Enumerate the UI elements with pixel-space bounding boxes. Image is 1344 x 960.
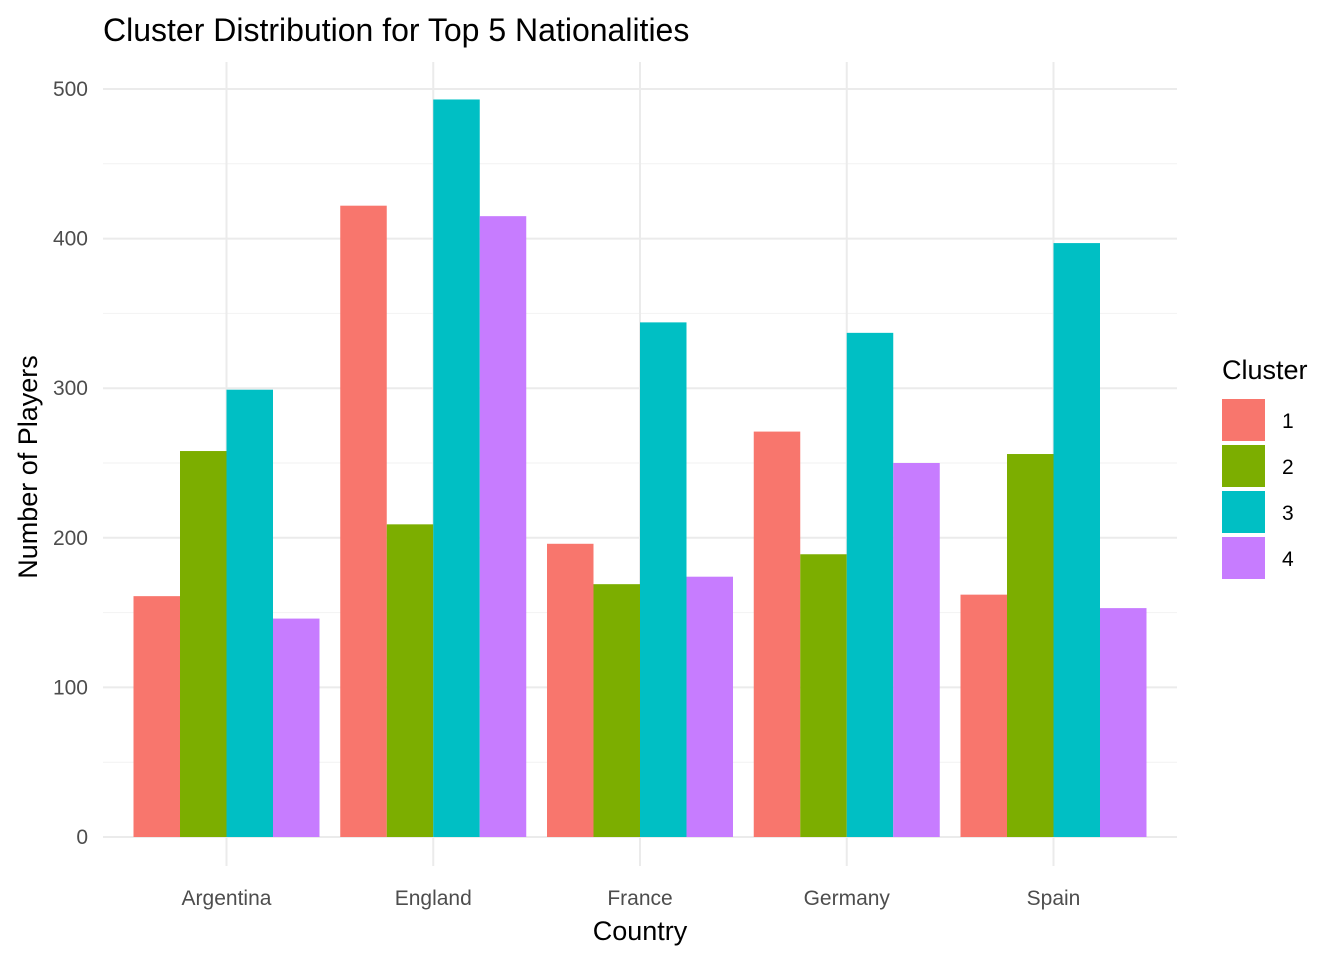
bar-germany-cluster-2 [800, 554, 847, 837]
bar-england-cluster-4 [479, 216, 527, 837]
legend-key-2 [1222, 445, 1265, 487]
legend-label-2: 2 [1282, 456, 1294, 479]
legend-label-4: 4 [1282, 548, 1294, 571]
legend: Cluster 1 2 3 4 [1222, 355, 1308, 579]
legend-key-3 [1222, 491, 1265, 533]
bar-spain-cluster-2 [1007, 454, 1054, 837]
x-axis-title: Country [593, 916, 688, 946]
bar-argentina-cluster-3 [226, 389, 273, 837]
bars [133, 99, 1147, 838]
legend-key-1 [1222, 399, 1265, 441]
bar-germany-cluster-3 [846, 332, 894, 837]
x-tick-labels: Argentina England France Germany Spain [182, 887, 1081, 910]
legend-label-1: 1 [1282, 410, 1294, 433]
y-tick-labels: 0 100 200 300 400 500 [53, 78, 88, 849]
bar-england-cluster-3 [433, 99, 480, 838]
bar-spain-cluster-3 [1053, 243, 1100, 837]
y-tick-label: 500 [53, 78, 88, 101]
x-tick-label: Argentina [182, 887, 272, 910]
x-tick-label: Spain [1027, 887, 1081, 910]
chart-title: Cluster Distribution for Top 5 Nationali… [103, 12, 689, 48]
y-tick-label: 100 [53, 676, 88, 699]
x-tick-label: England [395, 887, 472, 910]
x-tick-label: Germany [804, 887, 891, 910]
y-tick-label: 200 [53, 527, 88, 550]
legend-label-3: 3 [1282, 502, 1294, 525]
bar-spain-cluster-1 [960, 594, 1007, 837]
bar-france-cluster-4 [686, 576, 733, 837]
legend-title: Cluster [1222, 355, 1308, 385]
x-tick-label: France [607, 887, 672, 910]
y-axis-title: Number of Players [13, 355, 43, 579]
bar-france-cluster-2 [593, 584, 640, 837]
bar-germany-cluster-1 [753, 431, 801, 837]
legend-key-4 [1222, 537, 1265, 579]
bar-spain-cluster-4 [1100, 608, 1147, 837]
bar-france-cluster-1 [547, 543, 594, 837]
bar-england-cluster-1 [340, 205, 387, 838]
bar-argentina-cluster-2 [180, 451, 227, 837]
bar-argentina-cluster-1 [133, 596, 180, 837]
bar-argentina-cluster-4 [273, 618, 320, 837]
bar-germany-cluster-4 [893, 463, 940, 837]
y-tick-label: 300 [53, 377, 88, 400]
bar-england-cluster-2 [386, 524, 434, 837]
y-tick-label: 400 [53, 228, 88, 251]
y-tick-label: 0 [76, 826, 88, 849]
bar-france-cluster-3 [640, 322, 687, 838]
